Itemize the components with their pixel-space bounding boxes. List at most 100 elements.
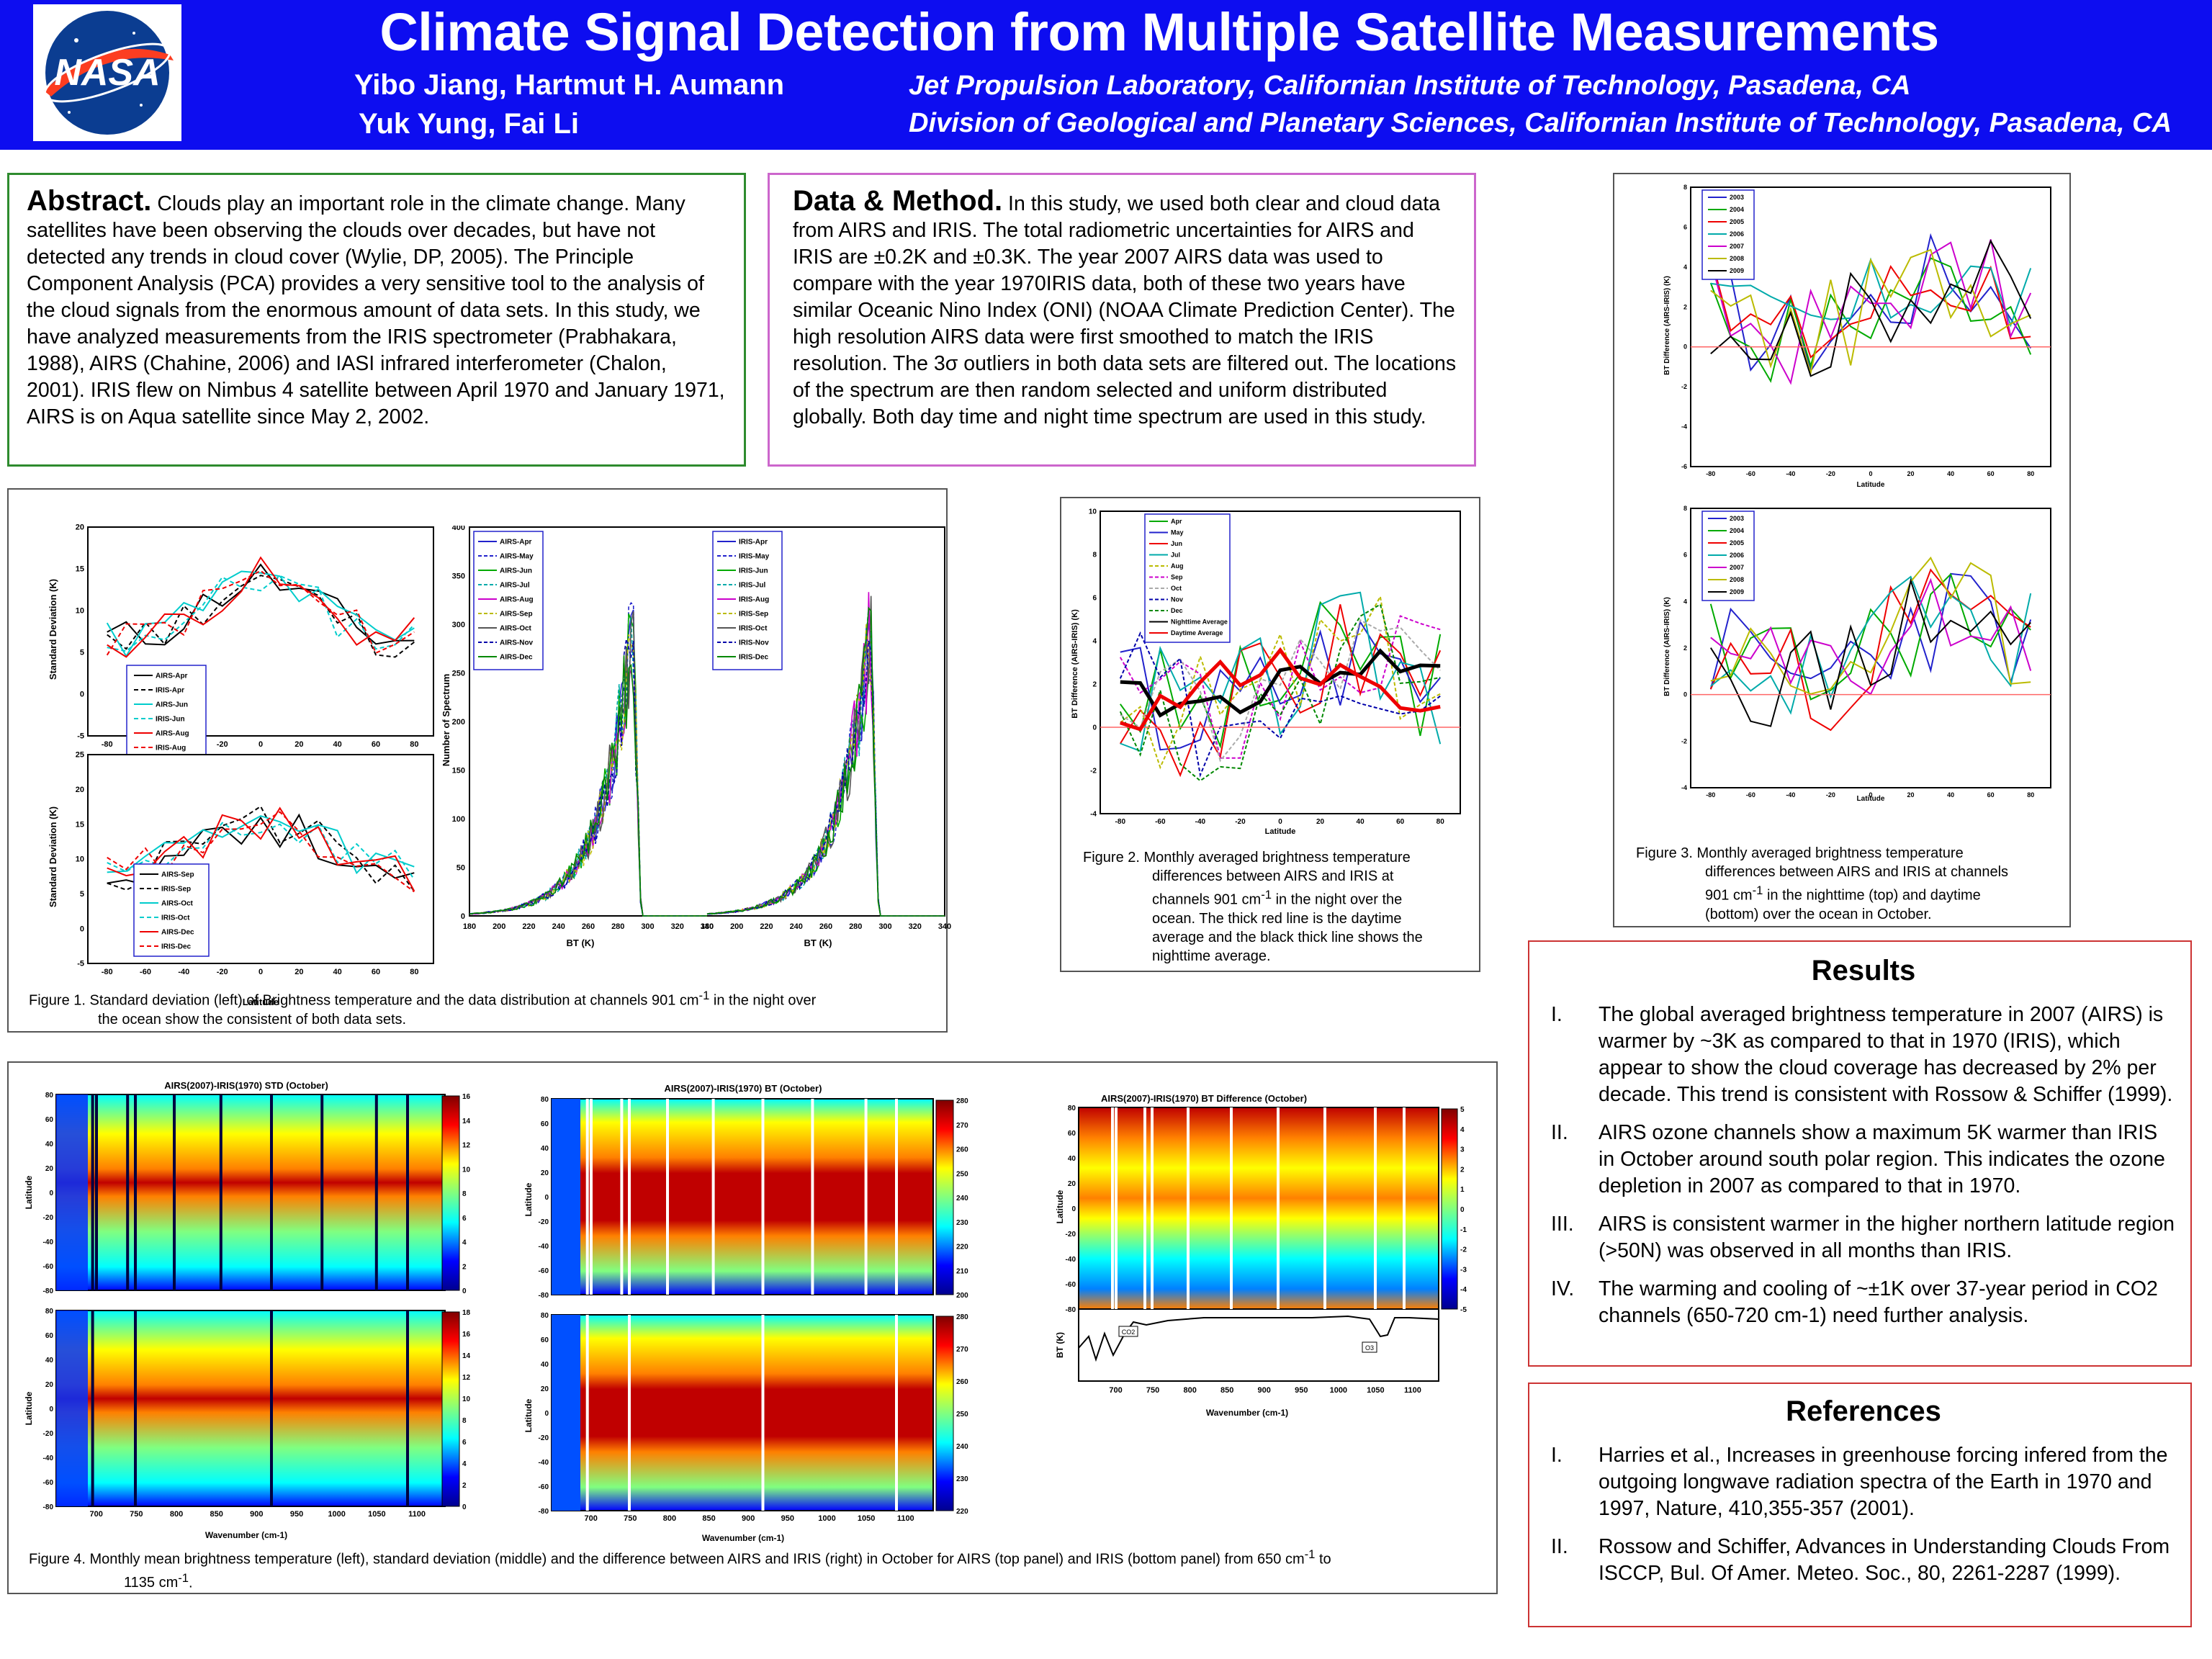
legend-entry: IRIS-Sep [161, 885, 191, 893]
tick-label: 0 [544, 1410, 549, 1418]
tick-label: 40 [333, 968, 342, 976]
tick-label: 240 [790, 922, 803, 931]
tick-label: 20 [45, 1381, 54, 1389]
legend-entry: AIRS-Apr [156, 672, 188, 680]
figure3-caption-sup: -1 [1752, 884, 1763, 897]
colorbar-tick-label: 8 [462, 1190, 467, 1198]
tick-label: 20 [1316, 818, 1325, 826]
figure4-gap-stripe [585, 1315, 589, 1511]
results-item-text: The warming and cooling of ~±1K over 37-… [1599, 1277, 2158, 1327]
tick-label: 60 [1396, 818, 1405, 826]
figure4-left-xlabel: Wavenumber (cm-1) [205, 1530, 287, 1540]
colorbar-tick-label: 10 [462, 1395, 471, 1403]
tick-label: 8 [1683, 505, 1687, 512]
figure4-caption: Figure 4. Monthly mean brightness temper… [29, 1545, 1483, 1592]
figure4-caption-sup-2: -1 [178, 1570, 189, 1585]
figure4-contour-panels: AIRS(2007)-IRIS(1970) STD (October) Lati… [24, 1080, 1467, 1543]
tick-label: 800 [663, 1514, 676, 1523]
references-box: References I. Harries et al., Increases i… [1528, 1382, 2192, 1627]
figure4-gap-stripe [270, 1094, 273, 1290]
legend-entry: IRIS-Dec [161, 943, 192, 950]
legend-entry: Apr [1171, 518, 1182, 525]
tick-label: 1100 [408, 1510, 426, 1519]
tick-label: -60 [1066, 1281, 1076, 1289]
colorbar-tick-label: 4 [462, 1239, 467, 1247]
tick-label: 10 [1089, 508, 1097, 516]
figure4-left-top-contour [55, 1094, 446, 1291]
legend-entry: Nov [1171, 596, 1183, 603]
tick-label: 0 [80, 925, 84, 933]
figure4-gap-stripe [219, 1094, 222, 1290]
legend-entry: AIRS-Apr [500, 538, 532, 546]
figure4-gap-stripe [126, 1094, 130, 1290]
figure4-gap-stripe [895, 1315, 898, 1511]
tick-label: 60 [1068, 1130, 1076, 1138]
legend-entry: 2003 [1730, 515, 1744, 522]
figure4-right-colorbar [1441, 1108, 1458, 1310]
tick-label: -60 [140, 968, 151, 976]
nasa-logo: NASA [33, 4, 181, 141]
tick-label: 240 [552, 922, 565, 931]
figure3-caption-c2: in the nighttime (top) and daytime [1763, 887, 1981, 904]
figure2-daytime-series-line [1120, 647, 1441, 732]
legend-entry: IRIS-Aug [739, 595, 769, 603]
colorbar-tick-label: 14 [462, 1352, 471, 1360]
figure3-bottom-series-line [1710, 575, 2032, 715]
tick-label: 80 [1437, 818, 1445, 826]
figure4-gap-stripe [374, 1094, 378, 1290]
tick-label: 20 [76, 786, 84, 794]
tick-label: -60 [539, 1483, 549, 1491]
legend-entry: 2006 [1730, 230, 1744, 238]
legend-entry: 2009 [1730, 267, 1744, 274]
colorbar-tick-label: -2 [1460, 1246, 1467, 1254]
figure4-caption-d: . [189, 1575, 193, 1591]
tick-label: -80 [539, 1292, 549, 1300]
figure2-caption-sup: -1 [1261, 888, 1272, 902]
tick-label: 900 [250, 1510, 263, 1519]
tick-label: 5 [80, 890, 84, 899]
figure3-bottom-series-line [1710, 556, 2031, 695]
tick-label: -40 [539, 1459, 549, 1467]
colorbar-tick-label: 0 [462, 1503, 467, 1511]
figure4-caption-sup: -1 [1304, 1547, 1316, 1561]
tick-label: -40 [178, 968, 189, 976]
legend-entry: 2008 [1730, 255, 1744, 262]
colorbar-tick-label: -1 [1460, 1226, 1467, 1234]
tick-label: 700 [1109, 1386, 1122, 1395]
legend-entry: AIRS-May [500, 552, 534, 560]
logo-text: NASA [54, 52, 160, 94]
colorbar-tick-label: 4 [1460, 1126, 1465, 1134]
tick-label: 180 [463, 922, 476, 931]
colorbar-tick-label: 270 [956, 1346, 968, 1354]
legend-entry: AIRS-Aug [156, 729, 189, 737]
figure4-gap-stripe [1187, 1107, 1190, 1309]
colorbar-tick-label: 260 [956, 1146, 968, 1154]
figure4-gap-stripe [95, 1094, 98, 1290]
figure2-box: -80 -60 -40 -20 0 20 40 60 80 -4 -2 0 2 4 6 8 10 Apr May J… [1060, 497, 1480, 972]
tick-label: -80 [539, 1508, 549, 1516]
abstract-box: Abstract. Clouds play an important role … [7, 173, 746, 467]
figure1-bottom-series-line [107, 806, 415, 891]
figure1-legend-iris [712, 531, 783, 670]
figure4-middle-bottom-ylabel: Latitude [523, 1398, 534, 1432]
figure2-xlabel: Latitude [1265, 827, 1296, 836]
figure1-top-series-line [107, 563, 415, 646]
figure1-top-ylabel: Standard Deviation (K) [48, 579, 58, 680]
figure3-top-legend [1701, 189, 1755, 280]
figure4-gap-stripe [134, 1310, 137, 1506]
colorbar-tick-label: 14 [462, 1118, 471, 1125]
tick-label: 6 [1683, 552, 1687, 559]
figure4-gap-stripe [590, 1099, 593, 1295]
tick-label: -2 [1681, 737, 1687, 745]
figure4-gap-stripe [1230, 1107, 1233, 1309]
tick-label: 750 [1146, 1386, 1159, 1395]
tick-label: 250 [452, 670, 465, 678]
figure1-bottom-series-line [107, 822, 415, 881]
figure4-gap-stripe [761, 1099, 765, 1295]
tick-label: 1100 [897, 1514, 914, 1523]
colorbar-tick-label: 6 [462, 1215, 467, 1223]
tick-label: 0 [461, 912, 465, 921]
tick-label: 950 [290, 1510, 303, 1519]
figure1-caption-a: Figure 1. Standard deviation (left) of B… [29, 992, 699, 1009]
tick-label: 20 [1907, 470, 1915, 477]
